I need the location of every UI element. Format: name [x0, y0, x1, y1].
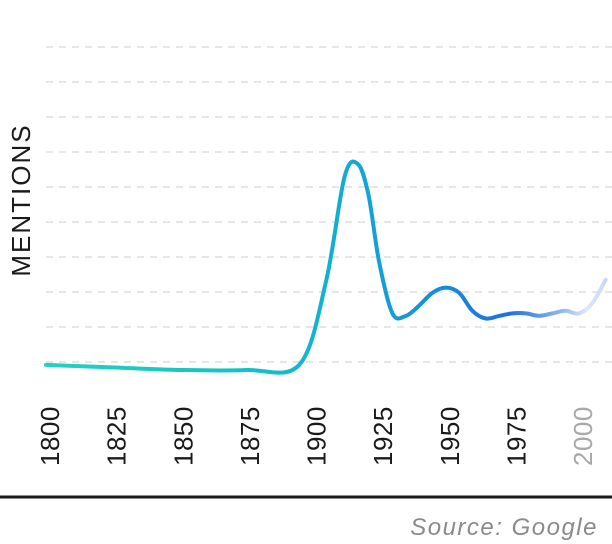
series-line — [44, 159, 608, 375]
source-note: Source: Google — [410, 514, 598, 541]
x-tick-label: 1850 — [168, 406, 198, 466]
grid-lines — [46, 46, 612, 363]
x-tick-label: 1800 — [35, 406, 65, 466]
x-tick-label: 1925 — [368, 406, 398, 466]
x-tick-label: 1975 — [501, 406, 531, 466]
x-tick-label: 1950 — [435, 406, 465, 466]
x-tick-labels: 1800 1825 1850 1875 1900 1925 1950 1975 2000 — [35, 406, 598, 466]
x-tick-label: 1825 — [102, 406, 132, 466]
x-tick-label: 1900 — [302, 406, 332, 466]
x-tick-label: 1875 — [235, 406, 265, 466]
x-tick-label: 2000 — [568, 406, 598, 466]
y-axis-label: MENTIONS — [6, 123, 36, 276]
